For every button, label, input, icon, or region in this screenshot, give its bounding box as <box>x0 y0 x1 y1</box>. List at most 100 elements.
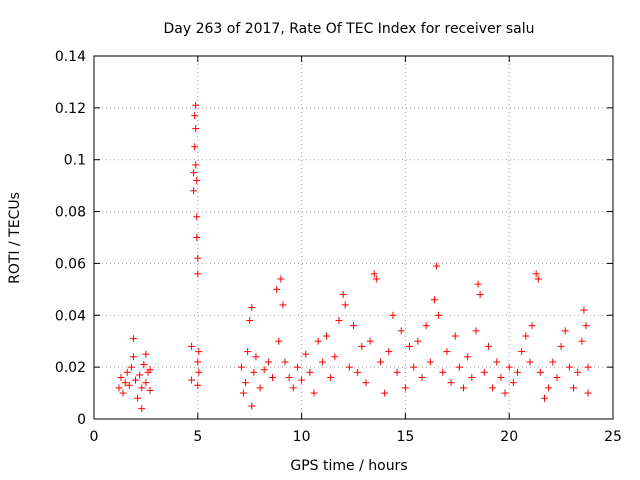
y-axis-label: ROTI / TECUs <box>7 192 23 284</box>
data-point <box>138 384 146 392</box>
data-point <box>350 322 357 330</box>
data-point <box>192 161 200 169</box>
data-point <box>244 348 252 356</box>
data-point <box>339 291 347 299</box>
data-point <box>545 384 553 392</box>
y-tick-label: 0.06 <box>55 256 86 272</box>
data-point <box>549 358 557 366</box>
data-point <box>269 374 277 382</box>
data-point <box>132 376 140 384</box>
data-point <box>237 363 245 371</box>
data-point <box>580 306 588 314</box>
data-point <box>129 335 137 343</box>
data-point <box>435 311 443 319</box>
y-tick-label: 0.12 <box>55 101 86 117</box>
data-point <box>248 402 256 410</box>
data-point <box>279 301 287 309</box>
data-point <box>565 363 573 371</box>
data-point <box>318 358 326 366</box>
grid-lines <box>94 56 613 419</box>
y-tick-label: 0.08 <box>55 205 86 221</box>
data-point <box>584 389 592 397</box>
data-point <box>484 342 492 350</box>
data-point <box>422 322 430 330</box>
x-tick-label: 0 <box>90 429 99 445</box>
data-point <box>246 316 254 324</box>
data-point <box>501 389 509 397</box>
data-point <box>293 363 301 371</box>
data-point <box>142 350 150 358</box>
data-point <box>534 275 542 283</box>
data-point <box>273 285 281 293</box>
y-tick-label: 0.04 <box>55 308 86 324</box>
data-point <box>532 270 540 278</box>
data-point <box>464 353 472 361</box>
axis-ticks: 0 5 10 15 20 25 0 0.02 0.04 0.06 0.08 0.1 0.12 0.14 <box>55 49 622 445</box>
data-point <box>389 311 397 319</box>
data-point <box>248 304 256 312</box>
data-point <box>119 389 127 397</box>
data-point <box>146 366 154 374</box>
x-tick-label: 20 <box>500 429 518 445</box>
data-point <box>252 353 260 361</box>
data-point <box>557 342 565 350</box>
data-point <box>540 394 548 402</box>
data-point <box>194 381 202 389</box>
data-point <box>125 381 133 389</box>
data-point <box>190 187 198 195</box>
x-tick-label: 15 <box>396 429 414 445</box>
data-point <box>123 368 131 376</box>
data-point <box>345 363 353 371</box>
data-point <box>528 322 536 330</box>
data-point <box>194 270 202 278</box>
data-point <box>451 332 459 340</box>
data-point <box>414 337 422 345</box>
data-point <box>518 348 526 356</box>
data-point <box>341 301 349 309</box>
data-point <box>468 374 476 382</box>
data-point <box>327 374 335 382</box>
data-point <box>117 374 125 382</box>
data-point <box>127 363 135 371</box>
plot-frame <box>93 55 614 420</box>
data-point <box>362 379 370 387</box>
data-point <box>410 363 418 371</box>
data-point <box>358 342 366 350</box>
data-point <box>306 368 314 376</box>
data-point <box>250 368 258 376</box>
data-point <box>194 358 202 366</box>
data-point <box>522 332 530 340</box>
data-point <box>302 350 310 358</box>
y-tick-label: 0.1 <box>64 153 86 169</box>
x-tick-label: 10 <box>293 429 311 445</box>
data-point <box>275 337 283 345</box>
data-point <box>489 384 497 392</box>
data-point <box>497 374 505 382</box>
data-point <box>536 368 544 376</box>
data-point <box>260 366 268 374</box>
data-point <box>480 368 488 376</box>
data-point <box>192 125 200 133</box>
data-point <box>460 384 468 392</box>
data-point <box>584 363 592 371</box>
y-tick-label: 0.02 <box>55 360 86 376</box>
data-point <box>242 379 250 387</box>
data-point <box>193 234 201 241</box>
data-point <box>582 322 590 330</box>
data-point <box>418 374 426 382</box>
data-point <box>430 296 438 304</box>
data-point <box>561 327 569 335</box>
data-point <box>188 376 196 384</box>
data-point <box>426 358 434 366</box>
data-point <box>526 358 534 366</box>
data-point <box>194 254 202 262</box>
data-point <box>193 176 201 184</box>
data-point <box>190 169 198 177</box>
x-axis-label: GPS time / hours <box>290 458 407 474</box>
data-point <box>115 384 123 392</box>
data-point <box>447 379 455 387</box>
data-point <box>310 389 318 397</box>
data-point <box>553 374 561 382</box>
data-point <box>193 213 201 221</box>
